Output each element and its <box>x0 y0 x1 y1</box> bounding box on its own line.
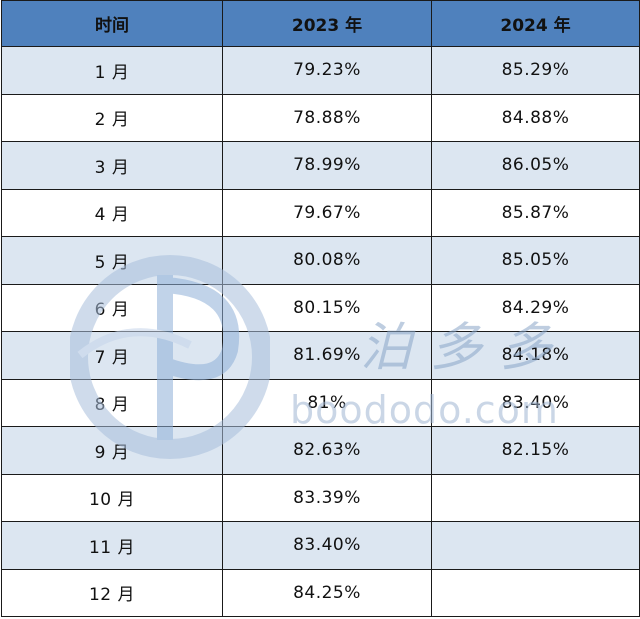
cell-2023: 78.99% <box>222 141 432 190</box>
cell-month: 3 月 <box>1 141 223 190</box>
cell-month: 6 月 <box>1 283 223 332</box>
cell-month: 11 月 <box>1 521 223 570</box>
header-row: 时间 2023 年 2024 年 <box>1 0 640 47</box>
cell-2023: 83.39% <box>222 473 432 522</box>
cell-2023: 81.69% <box>222 331 432 380</box>
cell-month: 10 月 <box>1 473 223 522</box>
cell-2024: 84.29% <box>431 283 640 332</box>
table-row: 12 月 84.25% <box>1 568 640 617</box>
header-2023: 2023 年 <box>222 0 432 47</box>
cell-2023: 81% <box>222 378 432 427</box>
cell-month: 9 月 <box>1 426 223 475</box>
header-2024: 2024 年 <box>431 0 640 47</box>
cell-2024 <box>431 568 640 617</box>
cell-2024: 85.87% <box>431 188 640 237</box>
cell-month: 8 月 <box>1 378 223 427</box>
cell-2024: 82.15% <box>431 426 640 475</box>
cell-2023: 80.15% <box>222 283 432 332</box>
cell-2023: 83.40% <box>222 521 432 570</box>
cell-month: 7 月 <box>1 331 223 380</box>
cell-2023: 79.67% <box>222 188 432 237</box>
cell-month: 4 月 <box>1 188 223 237</box>
table-row: 5 月 80.08% 85.05% <box>1 236 640 285</box>
cell-2023: 78.88% <box>222 93 432 142</box>
cell-2023: 84.25% <box>222 568 432 617</box>
header-time: 时间 <box>1 0 223 47</box>
table-row: 8 月 81% 83.40% <box>1 378 640 427</box>
cell-2024: 83.40% <box>431 378 640 427</box>
table-row: 3 月 78.99% 86.05% <box>1 141 640 190</box>
cell-2024 <box>431 521 640 570</box>
table-row: 1 月 79.23% 85.29% <box>1 46 640 95</box>
cell-month: 1 月 <box>1 46 223 95</box>
cell-2023: 80.08% <box>222 236 432 285</box>
table-row: 2 月 78.88% 84.88% <box>1 93 640 142</box>
cell-month: 12 月 <box>1 568 223 617</box>
cell-2024: 85.29% <box>431 46 640 95</box>
cell-2024: 84.88% <box>431 93 640 142</box>
table-row: 7 月 81.69% 84.18% <box>1 331 640 380</box>
table-row: 11 月 83.40% <box>1 521 640 570</box>
cell-2023: 82.63% <box>222 426 432 475</box>
table-row: 6 月 80.15% 84.29% <box>1 283 640 332</box>
table-row: 9 月 82.63% 82.15% <box>1 426 640 475</box>
cell-month: 5 月 <box>1 236 223 285</box>
cell-2024: 85.05% <box>431 236 640 285</box>
table-row: 4 月 79.67% 85.87% <box>1 188 640 237</box>
table-row: 10 月 83.39% <box>1 473 640 522</box>
cell-2024: 84.18% <box>431 331 640 380</box>
cell-2023: 79.23% <box>222 46 432 95</box>
cell-month: 2 月 <box>1 93 223 142</box>
cell-2024: 86.05% <box>431 141 640 190</box>
cell-2024 <box>431 473 640 522</box>
